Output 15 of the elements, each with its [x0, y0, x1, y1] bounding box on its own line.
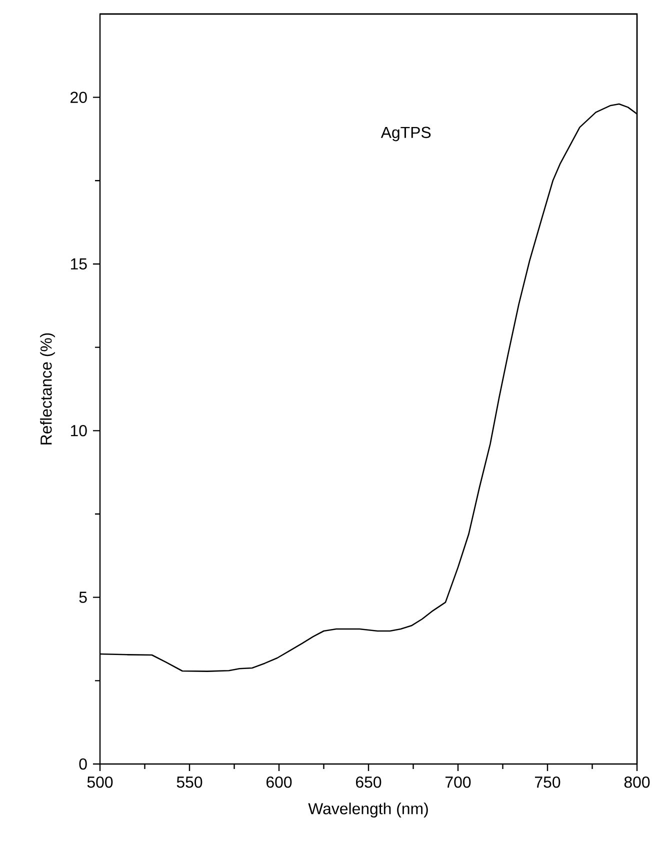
y-tick-label: 20 — [70, 92, 87, 103]
y-tick-label: 10 — [70, 425, 87, 436]
x-tick-label: 600 — [266, 776, 292, 788]
annotation: AgTPS — [380, 126, 431, 142]
x-tick-label: 500 — [87, 776, 113, 788]
y-axis-title: Reflectance (%) — [40, 333, 55, 444]
x-tick-label: 800 — [624, 776, 650, 788]
y-tick-label: 0 — [79, 758, 87, 770]
y-tick-label: 15 — [70, 258, 87, 270]
y-tick-label: 5 — [79, 592, 87, 603]
x-tick-label: 650 — [356, 776, 382, 788]
x-axis-title: Wavelength (nm) — [308, 802, 428, 818]
x-tick-label: 550 — [176, 776, 202, 788]
x-tick-label: 750 — [535, 776, 560, 788]
x-tick-label: 700 — [446, 776, 471, 788]
